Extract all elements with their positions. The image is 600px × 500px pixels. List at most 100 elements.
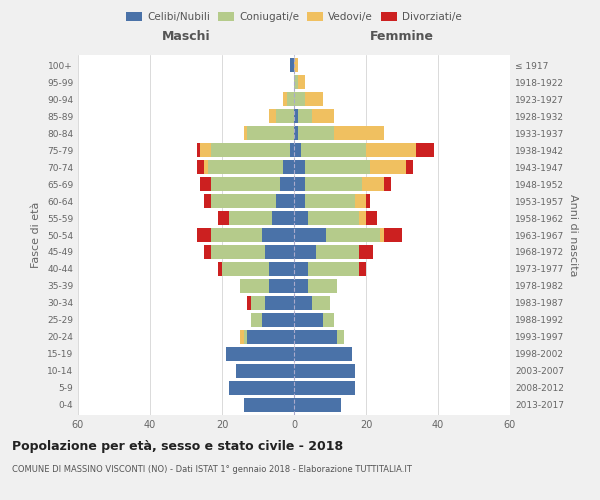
Bar [269,110,276,123]
Bar [337,330,344,344]
Bar [305,92,323,106]
Bar [294,110,298,123]
Legend: Celibi/Nubili, Coniugati/e, Vedovi/e, Divorziati/e: Celibi/Nubili, Coniugati/e, Vedovi/e, Di… [122,8,466,26]
Bar [370,160,406,174]
Bar [312,110,334,123]
Bar [283,92,287,106]
Bar [240,330,244,344]
Bar [294,160,305,174]
Bar [236,364,294,378]
Bar [276,110,294,123]
Bar [294,245,316,259]
Bar [211,144,290,157]
Bar [244,126,247,140]
Bar [204,160,208,174]
Bar [204,245,211,259]
Bar [366,194,370,208]
Bar [280,178,294,191]
Bar [362,178,384,191]
Bar [294,126,298,140]
Bar [359,211,366,225]
Bar [294,194,305,208]
Bar [197,144,200,157]
Bar [240,279,269,292]
Bar [406,160,413,174]
Bar [251,313,262,326]
Bar [218,262,222,276]
Bar [211,228,262,242]
Bar [262,313,294,326]
Bar [272,211,294,225]
Bar [211,245,265,259]
Bar [305,194,355,208]
Bar [287,92,294,106]
Bar [312,296,330,310]
Bar [294,178,305,191]
Bar [229,381,294,394]
Bar [244,330,247,344]
Bar [197,160,204,174]
Bar [290,144,294,157]
Bar [308,262,359,276]
Bar [308,279,337,292]
Bar [294,262,308,276]
Bar [222,262,269,276]
Bar [265,245,294,259]
Bar [298,110,312,123]
Bar [305,178,362,191]
Bar [269,262,294,276]
Bar [204,194,211,208]
Text: Maschi: Maschi [161,30,211,43]
Bar [294,211,308,225]
Bar [247,296,251,310]
Bar [294,58,298,72]
Bar [294,92,305,106]
Text: Femmine: Femmine [370,30,434,43]
Bar [305,160,370,174]
Bar [251,296,265,310]
Bar [359,245,373,259]
Bar [294,76,298,89]
Bar [200,144,211,157]
Bar [290,58,294,72]
Text: Popolazione per età, sesso e stato civile - 2018: Popolazione per età, sesso e stato civil… [12,440,343,453]
Bar [229,211,272,225]
Bar [298,126,334,140]
Bar [294,144,301,157]
Bar [211,194,276,208]
Bar [298,76,305,89]
Bar [276,194,294,208]
Bar [384,228,402,242]
Bar [265,296,294,310]
Bar [211,178,280,191]
Bar [218,211,229,225]
Bar [326,228,380,242]
Bar [359,262,366,276]
Bar [226,347,294,360]
Bar [200,178,211,191]
Bar [208,160,283,174]
Bar [355,194,366,208]
Bar [366,211,377,225]
Bar [294,381,355,394]
Bar [301,144,366,157]
Bar [294,364,355,378]
Bar [294,296,312,310]
Bar [380,228,384,242]
Y-axis label: Anni di nascita: Anni di nascita [568,194,578,276]
Bar [247,126,294,140]
Bar [316,245,359,259]
Y-axis label: Fasce di età: Fasce di età [31,202,41,268]
Bar [308,211,359,225]
Bar [294,279,308,292]
Bar [269,279,294,292]
Bar [197,228,211,242]
Bar [294,347,352,360]
Bar [244,398,294,411]
Bar [262,228,294,242]
Bar [294,398,341,411]
Bar [294,330,337,344]
Bar [247,330,294,344]
Bar [323,313,334,326]
Bar [366,144,416,157]
